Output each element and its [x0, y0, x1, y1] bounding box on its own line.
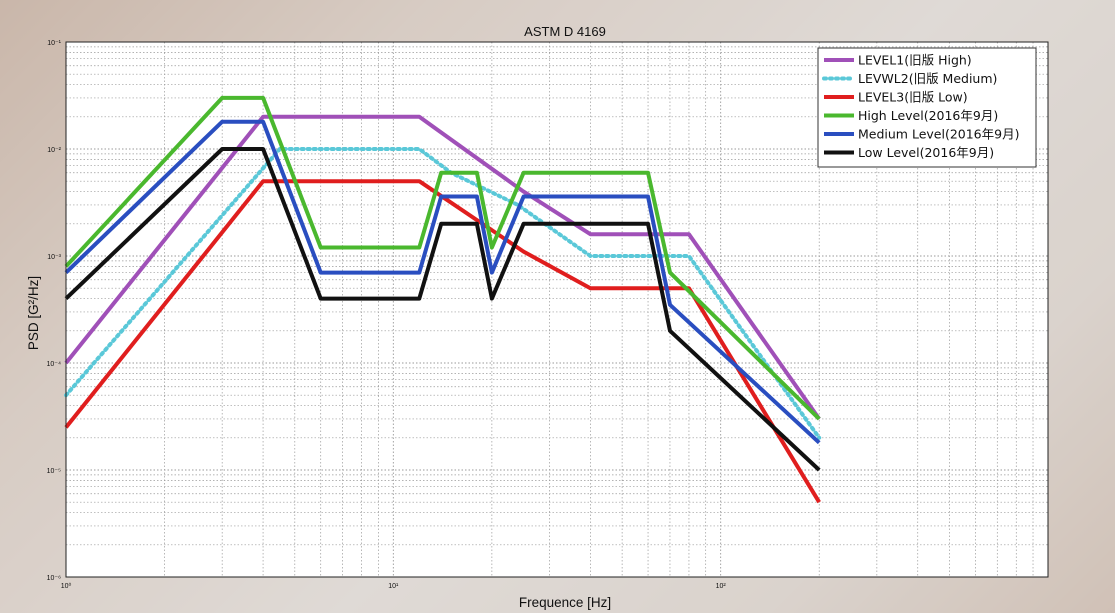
legend-entry-label: Medium Level(2016年9月): [858, 127, 1019, 142]
legend-entry-label: LEVEL1(旧版 High): [858, 53, 972, 68]
x-axis-label: Frequence [Hz]: [519, 595, 611, 610]
chart-title: ASTM D 4169: [524, 24, 606, 39]
y-tick-label: 10⁻³: [47, 254, 61, 261]
y-tick-label: 10⁻²: [47, 147, 61, 154]
legend-entry-label: High Level(2016年9月): [858, 108, 998, 123]
series-line-6: [64, 147, 821, 472]
legend-entry-label: LEVWL2(旧版 Medium): [858, 71, 997, 86]
y-axis-label: PSD [G²/Hz]: [26, 276, 41, 350]
y-tick-label: 10⁻⁵: [47, 468, 61, 475]
series-line-4: [64, 95, 821, 421]
series-line-1: [64, 114, 821, 421]
x-tick-label: 10²: [716, 583, 727, 590]
y-tick-label: 10⁻⁶: [47, 575, 61, 582]
series-line-5: [64, 119, 821, 445]
legend-entry-label: LEVEL3(旧版 Low): [858, 90, 968, 105]
plot-border: [65, 41, 1049, 578]
legend: LEVEL1(旧版 High) LEVWL2(旧版 Medium) LEVEL3(旧…: [817, 47, 1037, 168]
legend-box: [817, 47, 1037, 168]
y-tick-label: 10⁻¹: [47, 40, 61, 47]
series-lines: [64, 95, 822, 504]
tick-labels: 10⁰ 10¹ 10² 10⁻¹ 10⁻² 10⁻³ 10⁻⁴ 10⁻⁵ 10⁻⁶: [47, 40, 727, 590]
x-tick-label: 10¹: [388, 583, 399, 590]
series-line-3: [64, 179, 821, 504]
series-line-2: [64, 147, 822, 440]
x-tick-label: 10⁰: [61, 582, 72, 590]
legend-entry-label: Low Level(2016年9月): [858, 145, 994, 160]
y-tick-label: 10⁻⁴: [47, 361, 62, 368]
